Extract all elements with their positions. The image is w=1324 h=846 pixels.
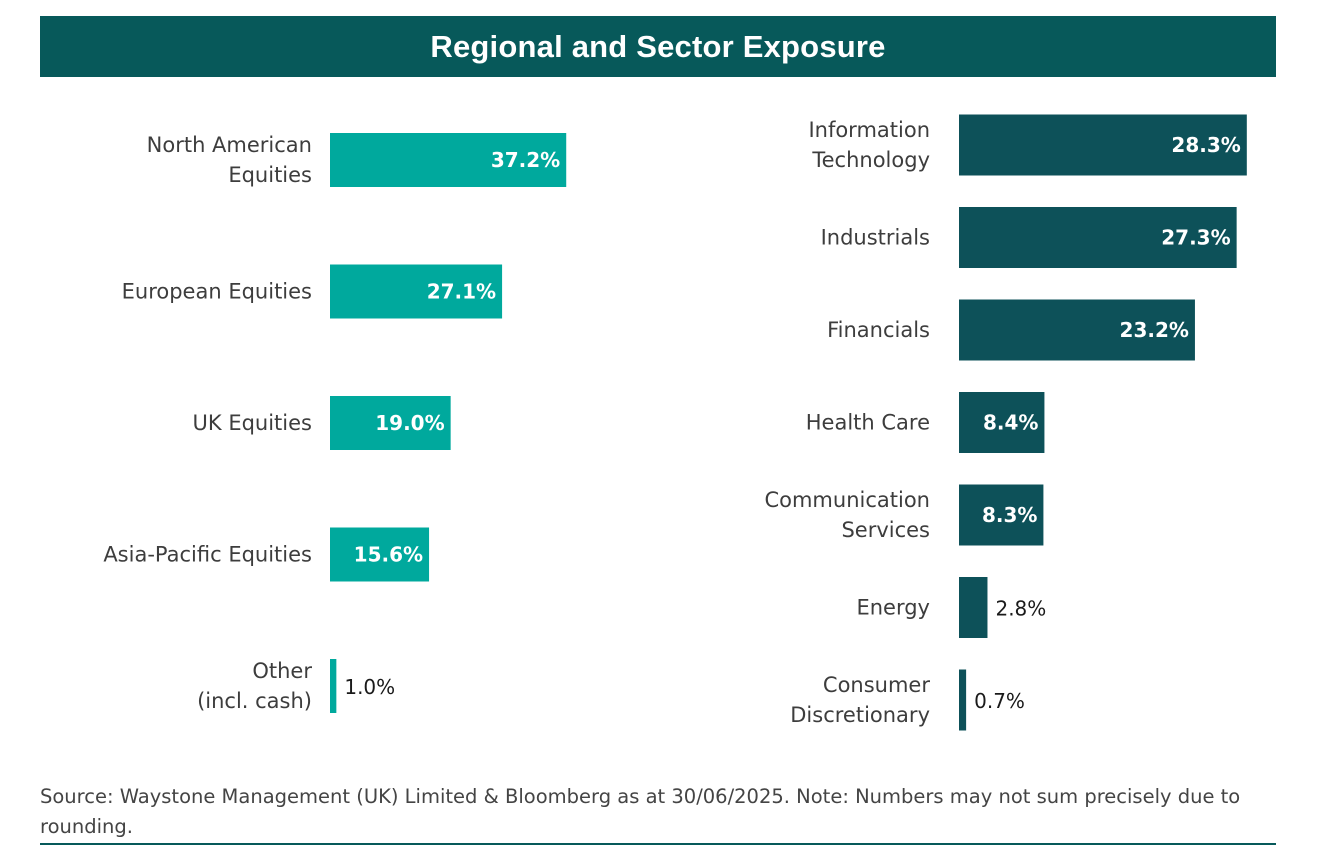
category-label: Industrials — [821, 226, 930, 250]
category-label: Asia-Pacific Equities — [103, 543, 312, 567]
value-label: 8.3% — [982, 503, 1037, 527]
value-label: 2.8% — [995, 597, 1046, 621]
bar — [959, 484, 1044, 546]
value-label: 15.6% — [354, 543, 423, 567]
category-label: Communication — [764, 488, 930, 512]
bar — [959, 207, 1237, 268]
category-label: (incl. cash) — [197, 689, 312, 713]
category-label: North American — [147, 133, 312, 157]
category-label: Other — [252, 659, 312, 683]
bar — [330, 659, 337, 713]
bar — [330, 264, 503, 319]
chart-title: Regional and Sector Exposure — [430, 28, 886, 64]
bar — [959, 392, 1045, 453]
bar — [330, 396, 451, 450]
value-label: 28.3% — [1171, 133, 1240, 157]
category-label: Information — [808, 118, 930, 142]
value-label: 0.7% — [974, 689, 1025, 713]
bar — [959, 299, 1195, 361]
value-label: 37.2% — [491, 148, 560, 172]
bar — [959, 114, 1247, 176]
title-banner: Regional and Sector Exposure — [40, 16, 1276, 77]
category-label: Financials — [827, 318, 930, 342]
value-label: 23.2% — [1120, 318, 1189, 342]
bar — [330, 133, 567, 187]
category-label: Services — [841, 518, 930, 542]
source-note: Source: Waystone Management (UK) Limited… — [40, 785, 1241, 838]
value-label: 8.4% — [983, 411, 1038, 435]
value-label: 27.1% — [427, 280, 496, 304]
bottom-rule — [40, 843, 1276, 845]
category-label: Technology — [811, 148, 930, 172]
value-label: 27.3% — [1161, 226, 1230, 250]
category-label: Discretionary — [790, 703, 930, 727]
category-label: European Equities — [122, 280, 312, 304]
value-label: 1.0% — [344, 675, 395, 699]
category-label: Energy — [856, 596, 930, 620]
category-label: Equities — [228, 163, 312, 187]
bar — [959, 669, 967, 731]
category-label: UK Equities — [193, 411, 313, 435]
bar — [959, 577, 988, 638]
value-label: 19.0% — [375, 411, 444, 435]
bar — [330, 527, 430, 582]
category-label: Health Care — [806, 411, 930, 435]
category-label: Consumer — [823, 673, 930, 697]
